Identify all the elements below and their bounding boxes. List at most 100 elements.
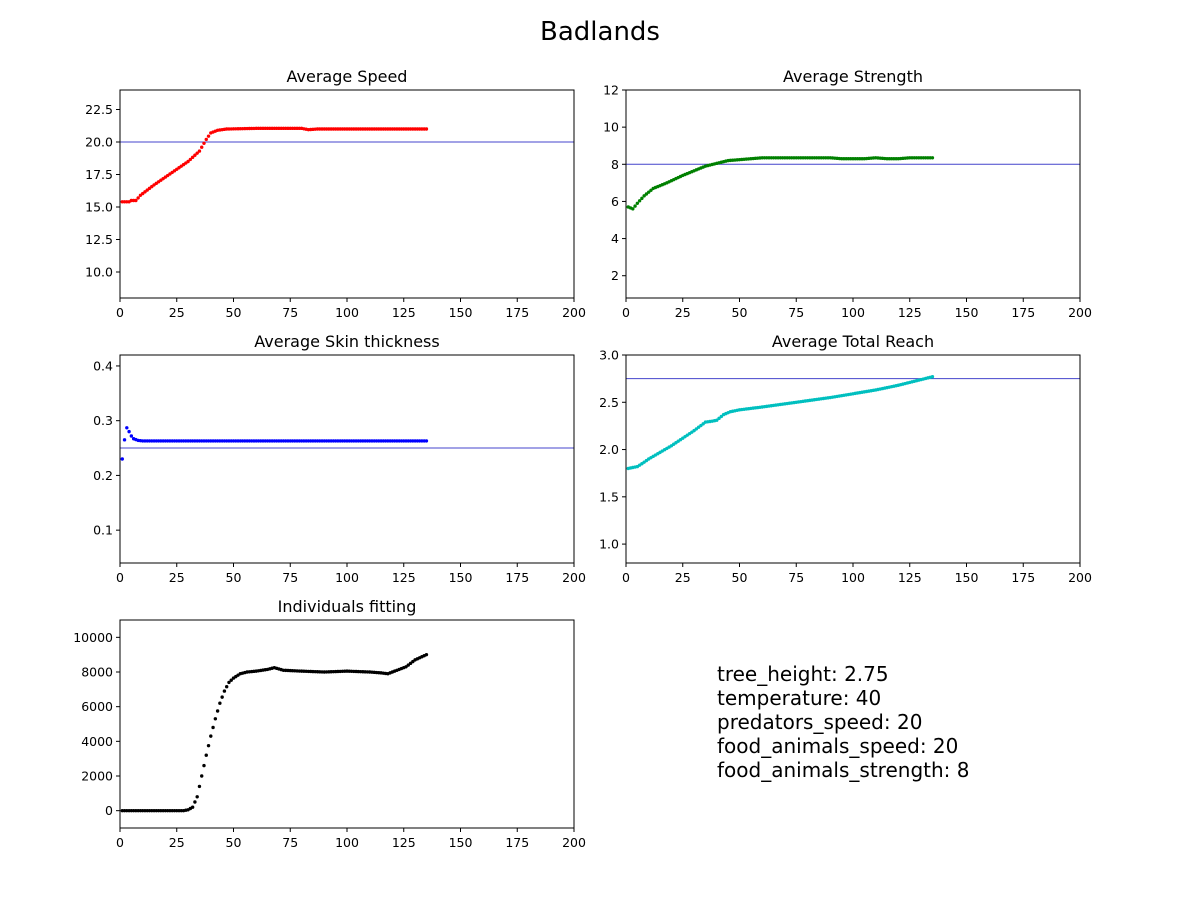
chart-title: Average Strength <box>783 67 923 86</box>
data-point <box>224 685 229 689</box>
x-tick-label: 25 <box>169 835 185 850</box>
x-tick-label: 150 <box>955 570 979 585</box>
y-tick-label: 10000 <box>73 630 113 645</box>
y-tick-label: 17.5 <box>85 167 113 182</box>
x-tick-label: 25 <box>675 570 691 585</box>
x-tick-label: 100 <box>335 835 359 850</box>
data-point <box>190 805 195 809</box>
x-tick-label: 75 <box>282 835 298 850</box>
y-tick-label: 6000 <box>81 699 113 714</box>
data-series <box>120 426 429 461</box>
y-tick-label: 10.0 <box>85 265 113 280</box>
x-tick-label: 200 <box>562 305 586 320</box>
data-point <box>204 753 208 757</box>
data-point <box>647 190 651 194</box>
data-point <box>186 159 190 164</box>
data-point <box>213 717 218 721</box>
data-point <box>195 795 199 799</box>
x-tick-label: 0 <box>116 305 124 320</box>
data-point <box>188 157 193 162</box>
data-point <box>190 155 195 160</box>
data-point <box>635 201 640 205</box>
data-point <box>220 695 224 699</box>
y-tick-label: 0.1 <box>93 523 113 538</box>
y-tick-label: 4 <box>611 231 619 246</box>
y-tick-label: 10 <box>603 120 619 135</box>
chart-speed: Average Speed 0 25 50 75 100 125 150 175 200 10.0 1… <box>85 67 586 320</box>
data-point <box>633 204 637 208</box>
x-tick-label: 125 <box>392 570 416 585</box>
chart-strength: Average Strength 0 25 50 75 100 125 150 175 200 2 4… <box>603 67 1092 320</box>
data-point <box>229 678 233 682</box>
x-tick-label: 100 <box>841 305 865 320</box>
data-point <box>631 207 635 211</box>
chart-title: Individuals fitting <box>278 597 417 616</box>
data-point <box>424 652 429 657</box>
data-point <box>649 188 653 192</box>
x-tick-label: 175 <box>505 835 529 850</box>
x-tick-label: 75 <box>282 570 298 585</box>
x-tick-label: 0 <box>622 570 630 585</box>
x-tick-label: 50 <box>226 835 242 850</box>
x-tick-label: 0 <box>622 305 630 320</box>
y-tick-label: 0.3 <box>93 413 113 428</box>
x-tick-label: 100 <box>841 570 865 585</box>
data-point <box>930 375 935 379</box>
data-point <box>193 153 197 157</box>
data-point <box>134 198 138 203</box>
data-point <box>204 137 208 142</box>
data-point <box>637 199 642 203</box>
x-tick-label: 0 <box>116 835 124 850</box>
axes-frame <box>625 354 1081 564</box>
data-series <box>120 652 429 813</box>
info-line-food-animals-speed: food_animals_speed: 20 <box>717 734 958 758</box>
y-tick-label: 15.0 <box>85 200 113 215</box>
data-point <box>197 784 202 789</box>
data-point <box>129 434 134 438</box>
data-series <box>120 126 429 204</box>
data-point <box>644 192 649 196</box>
data-point <box>120 457 124 461</box>
data-point <box>719 414 724 419</box>
x-tick-label: 125 <box>898 305 922 320</box>
axes-frame <box>119 89 575 299</box>
y-tick-label: 0 <box>105 803 113 818</box>
chart-title: Average Total Reach <box>772 332 934 351</box>
y-tick-label: 22.5 <box>85 102 113 117</box>
data-point <box>211 725 215 730</box>
x-tick-label: 50 <box>226 570 242 585</box>
x-tick-label: 25 <box>169 305 185 320</box>
y-tick-label: 2 <box>611 268 619 283</box>
x-tick-label: 75 <box>282 305 298 320</box>
chart-skin: Average Skin thickness 0 25 50 75 100 125 150 17… <box>93 332 586 585</box>
x-tick-label: 25 <box>169 570 185 585</box>
data-point <box>125 426 129 430</box>
data-point <box>930 156 935 160</box>
x-tick-label: 150 <box>449 570 473 585</box>
x-tick-label: 175 <box>1011 570 1035 585</box>
data-point <box>200 774 204 778</box>
x-tick-label: 0 <box>116 570 124 585</box>
data-point <box>195 151 199 155</box>
data-point <box>715 418 719 422</box>
chart-title: Average Skin thickness <box>254 332 439 351</box>
y-tick-label: 1.0 <box>599 537 619 552</box>
axes-frame <box>625 89 1081 299</box>
x-tick-label: 125 <box>898 570 922 585</box>
data-series <box>626 375 935 471</box>
x-tick-label: 200 <box>562 835 586 850</box>
x-tick-label: 75 <box>788 570 804 585</box>
y-tick-label: 12 <box>603 83 619 98</box>
data-point <box>424 439 429 443</box>
x-tick-label: 150 <box>449 305 473 320</box>
data-series <box>626 156 935 211</box>
data-point <box>202 141 206 145</box>
data-point <box>209 734 213 738</box>
parameter-info-panel: tree_height: 2.75 temperature: 40 predat… <box>717 662 969 782</box>
data-point <box>424 127 429 131</box>
x-tick-label: 50 <box>732 570 748 585</box>
x-tick-label: 150 <box>449 835 473 850</box>
data-point <box>206 743 211 748</box>
